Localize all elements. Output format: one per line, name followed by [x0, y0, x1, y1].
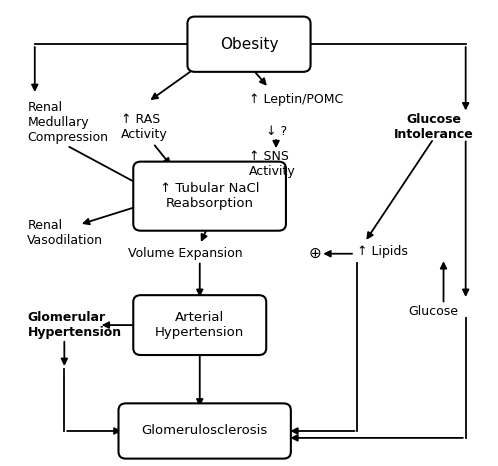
Text: Renal
Vasodilation: Renal Vasodilation	[27, 219, 104, 247]
Text: Obesity: Obesity	[220, 37, 278, 52]
Text: ↑ SNS
Activity: ↑ SNS Activity	[249, 150, 296, 178]
Text: ↑ RAS
Activity: ↑ RAS Activity	[121, 113, 168, 141]
Text: Glucose: Glucose	[409, 305, 459, 318]
FancyBboxPatch shape	[119, 404, 291, 459]
Text: ⊕: ⊕	[309, 246, 322, 261]
FancyBboxPatch shape	[187, 17, 311, 72]
Text: Arterial
Hypertension: Arterial Hypertension	[155, 311, 245, 339]
FancyBboxPatch shape	[133, 295, 266, 355]
Text: Glucose
Intolerance: Glucose Intolerance	[394, 113, 474, 141]
Text: ↓ ?: ↓ ?	[266, 125, 287, 138]
Text: Glomerulosclerosis: Glomerulosclerosis	[141, 425, 268, 438]
FancyBboxPatch shape	[133, 162, 286, 231]
Text: Glomerular
Hypertension: Glomerular Hypertension	[27, 311, 122, 339]
Text: ↑ Lipids: ↑ Lipids	[358, 245, 408, 258]
Text: Renal
Medullary
Compression: Renal Medullary Compression	[27, 101, 109, 144]
Text: ↑ Tubular NaCl
Reabsorption: ↑ Tubular NaCl Reabsorption	[160, 182, 259, 210]
Text: ↑ Leptin/POMC: ↑ Leptin/POMC	[249, 93, 343, 106]
Text: Volume Expansion: Volume Expansion	[127, 247, 243, 260]
